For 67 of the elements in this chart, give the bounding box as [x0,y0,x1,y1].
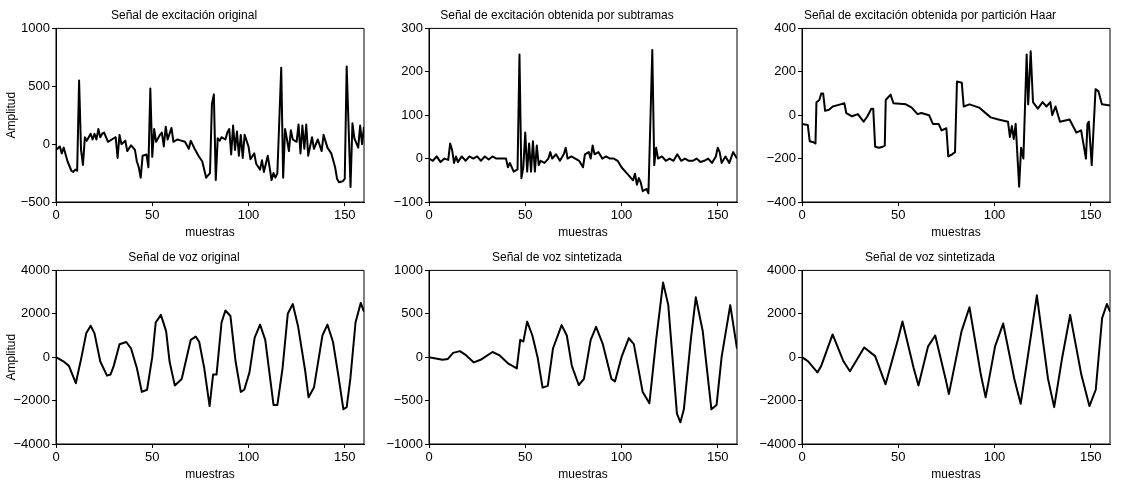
y-tick-label: 0 [42,348,50,364]
x-tick-label: 100 [237,207,260,223]
chart-title: Señal de voz sintetizada [491,249,623,264]
x-tick-label: 100 [610,207,633,223]
y-tick-label: 0 [42,135,50,151]
y-tick-label: 500 [401,305,423,321]
y-tick-label: 0 [788,348,796,364]
y-axis-title: Amplitud [3,333,18,381]
x-tick-label: 50 [518,449,533,465]
x-axis-title: muestras [558,225,608,240]
y-tick-label: 500 [28,77,50,93]
x-tick-label: 150 [706,449,729,465]
y-tick-label: −500 [20,193,50,209]
x-tick-label: 0 [425,207,433,223]
x-axis-title: muestras [931,225,981,240]
chart-title: Señal de excitación obtenida por partición Haar [803,7,1057,22]
x-tick-label: 150 [706,207,729,223]
y-tick-label: 200 [401,63,423,79]
chart-title: Señal de voz sintetizada [864,249,996,264]
y-tick-label: 100 [401,106,423,122]
y-tick-label: 2000 [767,305,796,321]
y-tick-label: −100 [393,193,423,209]
x-tick-label: 100 [237,449,260,465]
x-tick-label: 0 [52,449,60,465]
x-tick-label: 50 [891,449,906,465]
x-tick-label: 100 [610,449,633,465]
y-axis-title: Amplitud [3,91,18,139]
x-tick-label: 50 [518,207,533,223]
x-axis-title: muestras [931,467,981,482]
y-tick-label: 400 [774,19,796,35]
x-tick-label: 100 [983,207,1006,223]
y-tick-label: −200 [766,150,796,166]
chart-title: Señal de excitación obtenida por subtramas [440,7,674,22]
y-tick-label: 300 [401,19,423,35]
y-tick-label: −400 [766,193,796,209]
y-tick-label: 0 [788,106,796,122]
y-tick-label: −4000 [13,435,50,451]
x-tick-label: 50 [145,449,160,465]
y-tick-label: 4000 [21,261,50,277]
y-tick-label: −4000 [759,435,796,451]
x-tick-label: 0 [798,449,806,465]
y-tick-label: 200 [774,63,796,79]
x-tick-label: 150 [1079,449,1102,465]
y-tick-label: 1000 [21,19,50,35]
y-tick-label: 0 [415,150,423,166]
y-tick-label: −500 [393,392,423,408]
y-tick-label: 1000 [394,261,423,277]
x-tick-label: 0 [798,207,806,223]
y-tick-label: 0 [415,348,423,364]
y-tick-label: −2000 [13,392,50,408]
x-tick-label: 100 [983,449,1006,465]
y-tick-label: 2000 [21,305,50,321]
x-tick-label: 150 [333,207,356,223]
x-axis-title: muestras [185,467,235,482]
y-tick-label: 4000 [767,261,796,277]
chart-title: Señal de voz original [128,249,240,264]
x-tick-label: 0 [425,449,433,465]
x-tick-label: 50 [891,207,906,223]
x-tick-label: 150 [1079,207,1102,223]
x-tick-label: 50 [145,207,160,223]
x-tick-label: 0 [52,207,60,223]
y-tick-label: −1000 [386,435,423,451]
chart-title: Señal de excitación original [110,7,258,22]
x-tick-label: 150 [333,449,356,465]
x-axis-title: muestras [185,225,235,240]
x-axis-title: muestras [558,467,608,482]
y-tick-label: −2000 [759,392,796,408]
